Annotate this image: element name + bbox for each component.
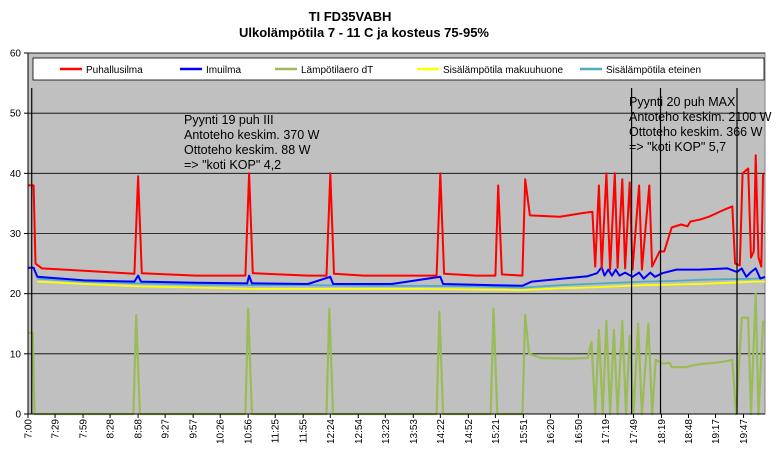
legend-box: [32, 57, 765, 81]
x-tick-label: 18:48: [684, 419, 695, 444]
legend-label: Sisälämpötila eteinen: [606, 65, 701, 76]
x-tick-label: 10:26: [216, 419, 227, 444]
chart-subtitle: Ulkolämpötila 7 - 11 C ja kosteus 75-95%: [239, 25, 489, 40]
x-tick-label: 9:57: [189, 419, 200, 439]
y-tick-label: 20: [10, 289, 22, 300]
x-tick-label: 15:51: [519, 419, 530, 444]
x-tick-label: 9:27: [161, 419, 172, 439]
x-tick-label: 11:55: [299, 419, 310, 444]
series-line-4: [37, 277, 766, 289]
x-tick-label: 12:54: [354, 419, 365, 444]
x-tick-label: 7:00: [24, 419, 35, 439]
x-tick-label: 18:19: [657, 419, 668, 444]
x-tick-label: 19:47: [739, 419, 750, 444]
legend-label: Puhallusilma: [86, 65, 143, 76]
x-tick-label: 7:29: [51, 419, 62, 439]
series-line-2: [28, 292, 765, 416]
annotation-line: Antoteho keskim. 2100 W: [629, 110, 772, 124]
x-tick-label: 10:56: [244, 419, 255, 444]
annotation-line: Antoteho keskim. 370 W: [184, 128, 320, 142]
x-tick-label: 8:58: [134, 419, 145, 439]
legend-label: Sisälämpötila makuuhuone: [443, 65, 564, 76]
x-tick-label: 17:19: [601, 419, 612, 444]
chart-title: TI FD35VABH: [309, 9, 392, 24]
x-tick-label: 11:25: [271, 419, 282, 444]
x-tick-label: 14:52: [464, 419, 475, 444]
x-tick-label: 13:53: [409, 419, 420, 444]
annotation-line: Pyynti 20 puh MAX: [629, 95, 736, 109]
annotation-line: => "koti KOP" 4,2: [184, 158, 281, 172]
x-tick-label: 14:22: [436, 419, 447, 444]
y-tick-label: 30: [10, 229, 22, 240]
annotation-line: => "koti KOP" 5,7: [629, 140, 726, 154]
y-tick-label: 10: [10, 349, 22, 360]
legend-label: Imuilma: [206, 65, 241, 76]
x-tick-label: 15:21: [491, 419, 502, 444]
x-tick-label: 17:49: [629, 419, 640, 444]
x-tick-label: 7:59: [79, 419, 90, 439]
series-line-0: [28, 154, 765, 277]
x-tick-label: 8:28: [106, 419, 117, 439]
x-tick-label: 16:50: [574, 419, 585, 444]
annotation-line: Pyynti 19 puh III: [184, 113, 274, 127]
x-tick-label: 19:17: [711, 419, 722, 444]
x-tick-label: 13:23: [381, 419, 392, 444]
x-tick-label: 12:24: [326, 419, 337, 444]
annotation-line: Ottoteho keskim. 88 W: [184, 143, 311, 157]
y-tick-label: 50: [10, 109, 22, 120]
y-tick-label: 60: [10, 49, 22, 60]
y-tick-label: 40: [10, 169, 22, 180]
annotation-line: Ottoteho keskim. 366 W: [629, 125, 763, 139]
legend-label: Lämpötilaero dT: [301, 65, 373, 76]
x-tick-label: 16:20: [546, 419, 557, 444]
y-tick-label: 0: [15, 410, 21, 421]
series-line-1: [28, 266, 766, 287]
series-line-3: [37, 280, 765, 292]
